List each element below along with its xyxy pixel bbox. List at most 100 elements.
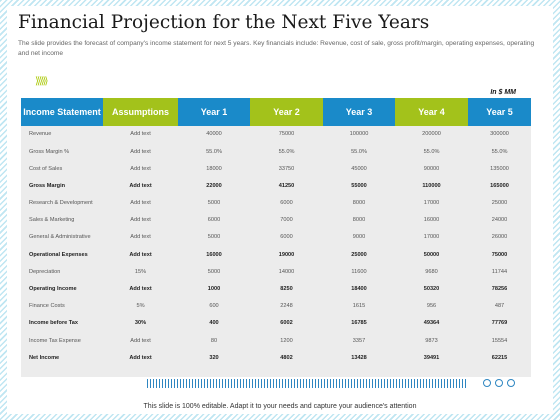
year-3-cell: 16785 [351, 320, 367, 327]
year-5-cell: 11744 [491, 268, 508, 275]
row-label: Income before Tax [29, 320, 79, 327]
row-label: Net Income [29, 354, 60, 361]
year-2-cell: 14000 [278, 268, 295, 275]
year-3-cell: 55000 [351, 182, 367, 189]
table-row: Depreciation 15% 5000 14000 11600 9680 11744 [21, 264, 531, 281]
row-label: Operating Income [29, 286, 77, 293]
table-row: Operating Income Add text 1000 8250 18400 503… [21, 281, 531, 298]
header-assumptions: Assumptions [103, 98, 178, 126]
assumption-cell: Add text [130, 200, 151, 207]
page-subtitle: The slide provides the forecast of compa… [18, 40, 535, 57]
year-2-cell: 1200 [280, 337, 293, 344]
year-2-cell: 7000 [280, 217, 293, 224]
table-row: Research & Development Add text 5000 6000 80… [21, 195, 531, 212]
year-5-cell: 55.0% [491, 148, 508, 155]
year-1-cell: 16000 [206, 251, 222, 258]
year-5-cell: 487 [494, 303, 505, 310]
year-2-cell: 2248 [280, 303, 293, 310]
year-3-cell: 9000 [352, 234, 366, 241]
header-income-statement: Income Statement [21, 98, 103, 126]
year-4-cell: 200000 [422, 131, 441, 138]
year-2-cell: 19000 [278, 251, 295, 258]
year-4-cell: 50320 [423, 286, 440, 293]
year-2-cell: 41250 [278, 182, 295, 189]
year-4-cell: 9873 [425, 337, 438, 344]
table-row: Income before Tax 30% 400 6002 16785 49364 777… [21, 315, 531, 332]
year-1-cell: 5000 [207, 234, 221, 241]
row-label: Revenue [29, 131, 52, 138]
row-label: Income Tax Expense [29, 337, 81, 344]
year-4-cell: 39491 [423, 354, 440, 361]
year-1-cell: 6000 [207, 217, 221, 224]
year-4-cell: 110000 [422, 182, 441, 189]
row-label: Sales & Marketing [29, 217, 75, 224]
header-row: Income Statement Assumptions Year 1 Year… [21, 98, 531, 126]
year-4-cell: 9680 [425, 268, 438, 275]
table-row: Finance Costs 5% 600 2248 1615 956 487 [21, 298, 531, 315]
year-4-cell: 55.0% [423, 148, 440, 155]
row-label: Research & Development [29, 200, 93, 207]
year-5-cell: 62215 [491, 354, 508, 361]
year-2-cell: 4802 [280, 354, 293, 361]
assumption-cell: Add text [129, 354, 152, 361]
year-5-cell: 75000 [491, 251, 508, 258]
year-5-cell: 25000 [491, 200, 508, 207]
year-1-cell: 600 [209, 303, 219, 310]
assumption-cell: 30% [134, 320, 147, 327]
year-5-cell: 78256 [491, 286, 508, 293]
year-3-cell: 11600 [351, 268, 367, 275]
year-1-cell: 40000 [206, 131, 222, 138]
year-4-cell: 50000 [423, 251, 440, 258]
year-1-cell: 5000 [207, 268, 221, 275]
triple-chevron-right-icon: ⟩⟩ ⟩⟩ ⟩⟩ [35, 76, 48, 87]
year-1-cell: 5000 [207, 200, 221, 207]
year-2-cell: 33750 [278, 165, 295, 172]
table-row: Income Tax Expense Add text 80 1200 3357 9873… [21, 332, 531, 349]
row-label: Finance Costs [29, 303, 65, 310]
assumption-cell: 15% [134, 268, 147, 275]
year-3-cell: 100000 [349, 131, 369, 138]
row-label: Gross Margin [29, 182, 66, 189]
header-year-1: Year 1 [178, 98, 250, 126]
assumption-cell: Add text [129, 286, 152, 293]
unit-label: In $ MM [490, 89, 516, 96]
year-2-cell: 6000 [280, 234, 293, 241]
assumption-cell: Add text [130, 165, 151, 172]
year-3-cell: 8000 [352, 200, 366, 207]
year-2-cell: 6002 [280, 320, 293, 327]
slide: Financial Projection for the Next Five Y… [7, 6, 553, 414]
three-dots-icon [483, 379, 515, 387]
table-row: Operational Expenses Add text 16000 19000 25… [21, 246, 531, 263]
header-year-5: Year 5 [468, 98, 531, 126]
assumption-cell: Add text [130, 337, 151, 344]
year-5-cell: 135000 [490, 165, 509, 172]
year-3-cell: 25000 [351, 251, 367, 258]
year-4-cell: 956 [426, 303, 437, 310]
year-3-cell: 45000 [351, 165, 367, 172]
table-row: General & Administrative Add text 5000 6000… [21, 229, 531, 246]
income-statement-table-area: Income Statement Assumptions Year 1 Year… [21, 98, 531, 377]
year-5-cell: 15554 [491, 337, 508, 344]
table-row: Revenue Add text 40000 75000 100000 200000 300… [21, 126, 531, 143]
year-1-cell: 80 [210, 337, 218, 344]
table-row: Sales & Marketing Add text 6000 7000 8000 160… [21, 212, 531, 229]
year-2-cell: 8250 [280, 286, 293, 293]
assumption-cell: Add text [130, 148, 151, 155]
year-1-cell: 320 [209, 354, 219, 361]
year-2-cell: 6000 [280, 200, 293, 207]
footer-text: This slide is 100% editable. Adapt it to… [143, 403, 417, 410]
assumption-cell: 5% [136, 303, 145, 310]
year-5-cell: 26000 [491, 234, 508, 241]
year-3-cell: 55.0% [351, 148, 367, 155]
year-1-cell: 1000 [207, 286, 221, 293]
page-title: Financial Projection for the Next Five Y… [18, 12, 430, 33]
year-4-cell: 16000 [423, 217, 440, 224]
year-1-cell: 18000 [206, 165, 222, 172]
year-4-cell: 90000 [423, 165, 440, 172]
year-5-cell: 24000 [491, 217, 508, 224]
assumption-cell: Add text [130, 217, 151, 224]
year-2-cell: 75000 [278, 131, 295, 138]
assumption-cell: Add text [129, 251, 152, 258]
year-3-cell: 18400 [351, 286, 367, 293]
year-5-cell: 300000 [490, 131, 509, 138]
